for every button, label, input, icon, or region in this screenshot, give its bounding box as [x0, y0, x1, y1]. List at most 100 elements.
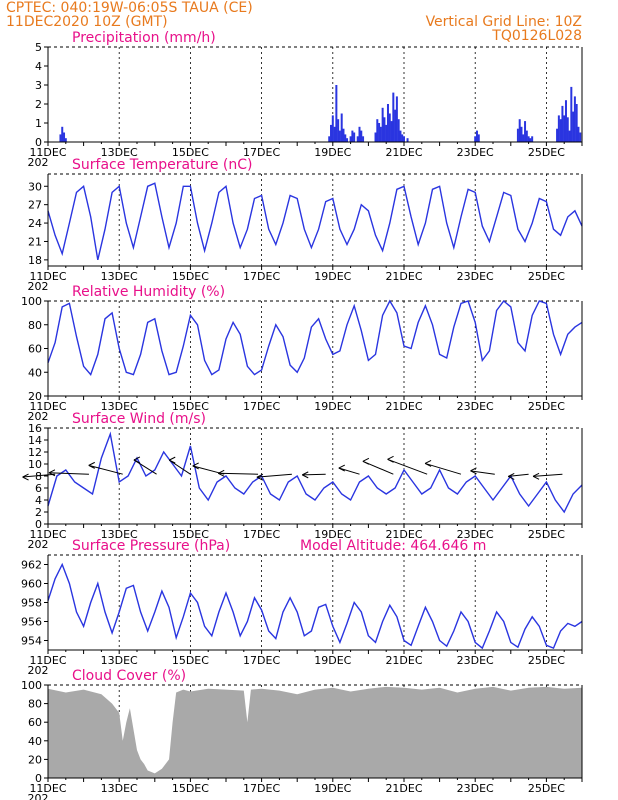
- wind-vector-head: [338, 464, 346, 472]
- precip-bar: [388, 113, 391, 142]
- pressure-frame: [47, 555, 583, 651]
- precip-bar: [344, 134, 347, 142]
- precip-bar: [390, 121, 393, 142]
- wind-xtick-label: 21DEC: [385, 528, 422, 541]
- precip-bar: [362, 136, 365, 142]
- wind-vector: [387, 458, 428, 475]
- wind-vector-head: [532, 472, 540, 480]
- wind-ytick-label: 0: [35, 518, 42, 531]
- precip-bar: [524, 121, 527, 142]
- precip-bar: [385, 124, 388, 142]
- precip-bar: [520, 126, 523, 142]
- temperature-ytick-label: 27: [28, 199, 42, 212]
- wind-xtick-label: 23DEC: [457, 528, 494, 541]
- precip-bar: [64, 138, 67, 142]
- precip-bar: [63, 132, 66, 142]
- cloud-cover-ytick-label: 100: [21, 679, 42, 692]
- cloud-cover-ytick-label: 0: [35, 772, 42, 785]
- cloud-cover-xtick-label: 11DEC: [29, 782, 66, 795]
- temperature-ytick-label: 18: [28, 254, 42, 267]
- pressure-ytick-label: 960: [21, 578, 42, 591]
- temperature-xtick-label: 17DEC: [243, 270, 280, 283]
- precip-bar: [374, 132, 377, 142]
- wind-ytick-label: 2: [35, 506, 42, 519]
- precip-bar: [360, 130, 363, 142]
- wind-xtick-label: 17DEC: [243, 528, 280, 541]
- pressure-ytick-label: 962: [21, 559, 42, 572]
- precip-bar: [474, 136, 477, 142]
- precip-bar: [330, 124, 333, 142]
- wind-vector-head: [133, 456, 141, 464]
- cloud-cover-title: Cloud Cover (%): [72, 668, 186, 684]
- humidity-ytick-label: 100: [21, 295, 42, 308]
- wind-vector-head: [217, 469, 225, 477]
- precipitation-ytick-label: 4: [35, 60, 42, 73]
- wind-vector: [256, 473, 292, 478]
- temperature-xtick-label: 23DEC: [457, 270, 494, 283]
- wind-vector-head: [192, 462, 199, 470]
- precip-bar: [401, 134, 404, 142]
- wind-vector-head: [362, 457, 370, 465]
- precip-bar: [381, 107, 384, 142]
- precipitation-ytick-label: 1: [35, 117, 42, 130]
- precip-bar: [559, 119, 562, 142]
- temperature-ytick-label: 21: [28, 235, 42, 248]
- temperature-series-line: [47, 182, 583, 261]
- precip-bar: [477, 134, 480, 142]
- station-title: CPTEC: 040:19W-06:05S TAUA (CE): [6, 0, 253, 16]
- model-altitude-label: Model Altitude: 464.646 m: [300, 538, 486, 554]
- wind-vector: [168, 459, 191, 475]
- precip-bar: [475, 130, 478, 142]
- precip-bar: [378, 123, 381, 142]
- humidity-frame: [47, 301, 583, 397]
- pressure-xtick-label: 15DEC: [172, 654, 209, 667]
- wind-vector: [48, 472, 89, 475]
- wind-ytick-label: 6: [35, 482, 42, 495]
- pressure-year-fragment: 202: [28, 664, 49, 677]
- precipitation-ytick-label: 5: [35, 41, 42, 54]
- pressure-xtick-label: 11DEC: [29, 654, 66, 667]
- humidity-xtick-label: 23DEC: [457, 400, 494, 413]
- pressure-ytick-label: 954: [21, 635, 42, 648]
- precip-bar: [577, 126, 580, 142]
- wind-xtick-label: 11DEC: [29, 528, 66, 541]
- precipitation-xtick-label: 11DEC: [29, 146, 66, 159]
- precip-bar: [568, 130, 571, 142]
- precip-bar: [358, 126, 361, 142]
- wind-vector-head: [424, 460, 432, 467]
- forecast-datetime: 11DEC2020 10Z (GMT): [6, 14, 168, 30]
- precipitation-title: Precipitation (mm/h): [72, 30, 216, 46]
- temperature-xtick-label: 11DEC: [29, 270, 66, 283]
- wind-xtick-label: 19DEC: [314, 528, 351, 541]
- temperature-ytick-label: 30: [28, 180, 42, 193]
- wind-vector-head: [508, 472, 515, 480]
- temperature-xtick-label: 25DEC: [528, 270, 565, 283]
- precip-bar: [527, 136, 530, 142]
- wind-vector: [22, 473, 56, 478]
- humidity-series-line: [47, 299, 583, 376]
- precip-bar: [557, 115, 560, 142]
- precip-bar: [531, 136, 534, 142]
- precip-bar: [328, 136, 331, 142]
- precip-bar: [379, 126, 382, 142]
- precip-bar: [386, 104, 389, 142]
- precip-bar: [397, 119, 400, 142]
- temperature-xtick-label: 13DEC: [101, 270, 138, 283]
- precip-bar: [525, 130, 528, 142]
- precip-bar: [518, 119, 521, 142]
- precipitation-xtick-label: 25DEC: [528, 146, 565, 159]
- precip-bar: [406, 138, 409, 142]
- precip-bar: [349, 136, 352, 142]
- wind-ytick-label: 8: [35, 470, 42, 483]
- precip-bar: [338, 130, 341, 142]
- precip-bar: [351, 130, 354, 142]
- precip-bar: [561, 105, 564, 142]
- grid-line-note: Vertical Grid Line: 10Z: [426, 14, 582, 30]
- wind-ytick-label: 4: [35, 494, 42, 507]
- wind-vector-head: [169, 456, 176, 464]
- humidity-title: Relative Humidity (%): [72, 284, 225, 300]
- pressure-ytick-label: 958: [21, 597, 42, 610]
- precip-bar: [395, 96, 398, 142]
